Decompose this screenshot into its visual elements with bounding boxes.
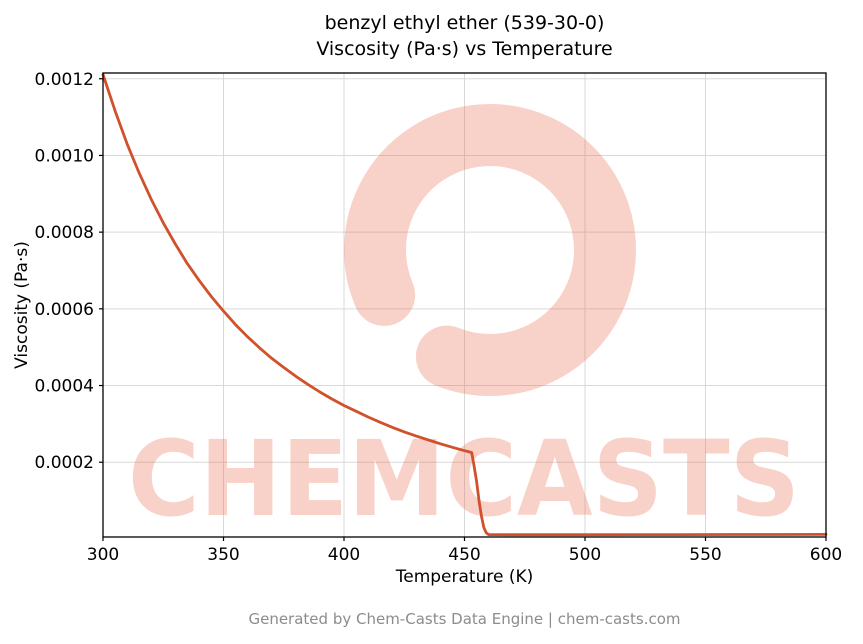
chart-title-line1: benzyl ethyl ether (539-30-0)	[324, 12, 605, 34]
tick-labels: 300 350 400 450 500 550 600 0.0002 0.0004 0.0006 0…	[35, 70, 843, 565]
gridlines	[102, 73, 827, 537]
svg-text:0.0008: 0.0008	[35, 223, 94, 243]
watermark: CHEMCASTS	[128, 104, 800, 540]
watermark-text: CHEMCASTS	[128, 418, 800, 540]
chart-title: benzyl ethyl ether (539-30-0) Viscosity …	[103, 10, 826, 62]
c-swirl-icon	[344, 104, 636, 396]
viscosity-curve	[101, 73, 828, 537]
svg-text:550: 550	[689, 545, 721, 565]
x-axis-label: Temperature (K)	[395, 567, 534, 587]
svg-text:500: 500	[569, 545, 601, 565]
svg-text:350: 350	[207, 545, 239, 565]
svg-text:600: 600	[810, 545, 842, 565]
svg-text:0.0006: 0.0006	[35, 300, 94, 320]
svg-text:450: 450	[448, 545, 480, 565]
attribution-footer: Generated by Chem-Casts Data Engine | ch…	[248, 610, 681, 628]
svg-text:0.0010: 0.0010	[35, 146, 94, 166]
svg-text:0.0012: 0.0012	[35, 70, 94, 90]
chart-title-line2: Viscosity (Pa·s) vs Temperature	[316, 38, 613, 60]
svg-text:400: 400	[328, 545, 360, 565]
svg-text:0.0004: 0.0004	[35, 377, 94, 397]
axis-ticks	[99, 78, 827, 541]
svg-text:0.0002: 0.0002	[35, 453, 94, 473]
y-axis-label: Viscosity (Pa·s)	[12, 241, 32, 369]
svg-text:300: 300	[87, 545, 119, 565]
